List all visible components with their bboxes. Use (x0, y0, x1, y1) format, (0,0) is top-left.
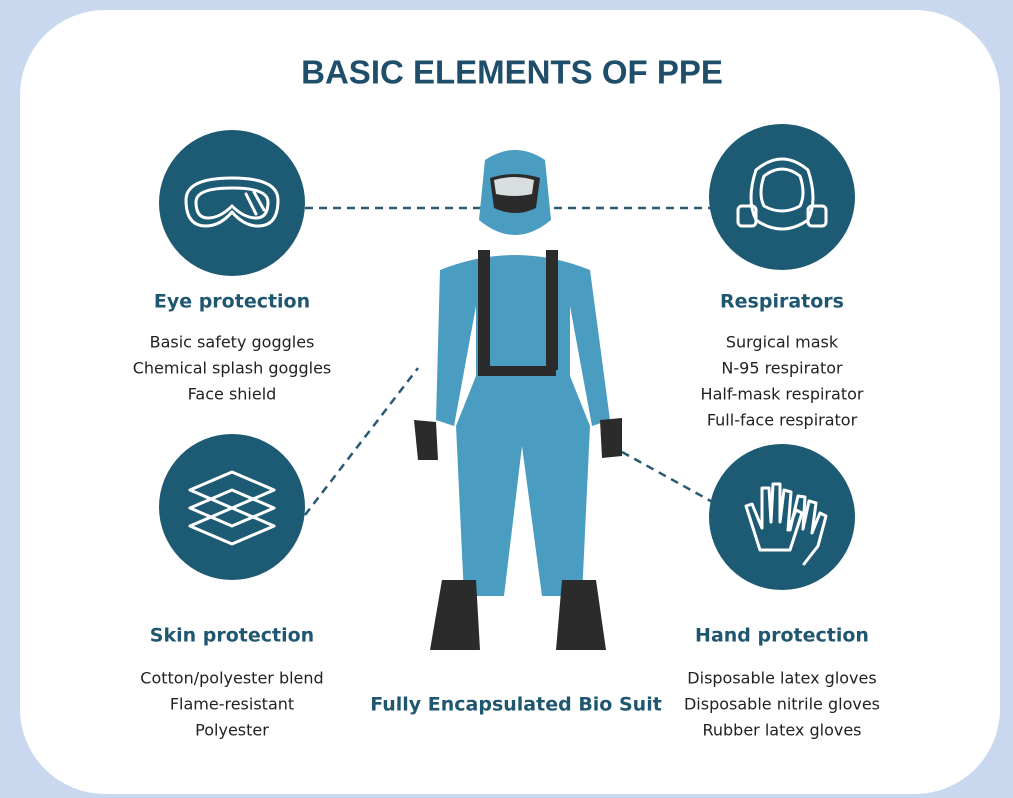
section-item: Polyester (195, 721, 269, 740)
section-item: Disposable nitrile gloves (684, 695, 880, 714)
section-item: Flame-resistant (170, 695, 294, 714)
section-item: Rubber latex gloves (702, 721, 861, 740)
section-title: Respirators (720, 291, 844, 313)
section-title: Skin protection (150, 625, 314, 647)
section-item: Face shield (188, 385, 277, 404)
section-item: Chemical splash goggles (133, 359, 332, 378)
section-item: Basic safety goggles (150, 333, 315, 352)
caption: Fully Encapsulated Bio Suit (370, 694, 662, 716)
section-item: Half-mask respirator (701, 385, 864, 404)
section-title: Eye protection (154, 291, 310, 313)
section-item: Disposable latex gloves (687, 669, 876, 688)
section-title: Hand protection (695, 625, 869, 647)
title: BASIC ELEMENTS OF PPE (301, 54, 723, 91)
section-item: N-95 respirator (721, 359, 843, 378)
section-item: Full-face respirator (707, 411, 858, 430)
section-item: Cotton/polyester blend (140, 669, 323, 688)
infographic: BASIC ELEMENTS OF PPE Fully Encapsulated (0, 0, 1013, 794)
section-item: Surgical mask (726, 333, 839, 352)
